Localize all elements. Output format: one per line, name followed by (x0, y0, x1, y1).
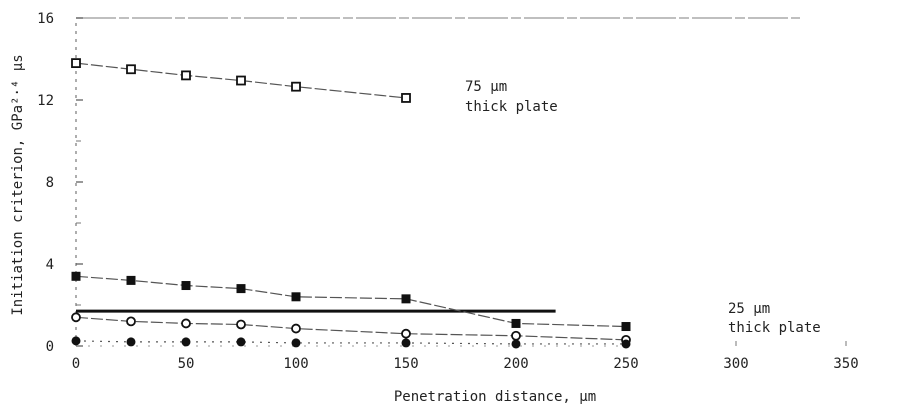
x-tick-label: 100 (283, 356, 308, 372)
annotation-25um-line1: 25 µm (728, 301, 770, 317)
data-point-open-circle (291, 323, 301, 334)
data-point-filled-circle (181, 337, 191, 347)
data-point-open-circle (126, 316, 136, 327)
data-point-filled-circle (401, 338, 411, 348)
x-axis-label: Penetration distance, µm (394, 389, 596, 405)
data-point-open-square (71, 58, 81, 68)
data-point-filled-square (71, 271, 81, 281)
data-point-open-circle (401, 328, 411, 339)
annotation-75um-line2: thick plate (465, 99, 558, 115)
y-tick-label: 4 (46, 257, 54, 273)
data-point-filled-circle (236, 337, 246, 347)
data-point-filled-circle (291, 338, 301, 348)
data-point-open-square (181, 70, 191, 81)
data-point-filled-square (236, 284, 246, 294)
data-point-open-square (401, 93, 411, 103)
x-tick-label: 200 (503, 356, 528, 372)
y-tick-label: 8 (46, 175, 54, 191)
series-layer (71, 58, 631, 349)
data-point-filled-square (181, 281, 191, 291)
data-point-filled-circle (511, 339, 521, 349)
data-point-filled-circle (126, 337, 136, 347)
data-point-open-circle (181, 318, 191, 329)
data-point-filled-square (401, 294, 411, 304)
data-point-open-circle (236, 319, 246, 330)
x-tick-label: 150 (393, 356, 418, 372)
series-filled-circle (71, 336, 631, 349)
data-point-filled-square (126, 275, 136, 285)
x-tick-label: 350 (833, 356, 858, 372)
series-line (75, 62, 407, 99)
data-point-open-circle (71, 312, 81, 323)
y-axis-label: Initiation criterion, GPa²·⁴ µs (10, 54, 26, 315)
y-tick-label: 16 (37, 11, 54, 27)
data-point-open-square (126, 64, 136, 75)
axes: 0 4 8 12 16 0 50 100 150 200 250 300 350 (37, 11, 859, 372)
data-point-filled-square (621, 322, 631, 332)
y-tick-label: 12 (37, 93, 54, 109)
series-line (75, 316, 627, 341)
x-tick-label: 300 (723, 356, 748, 372)
annotation-25um-line2: thick plate (728, 320, 821, 336)
data-point-open-square (236, 75, 246, 86)
data-point-filled-circle (621, 339, 631, 349)
series-open-circle (71, 312, 631, 345)
annotation-75um-line1: 75 µm (465, 79, 507, 95)
data-point-open-circle (511, 330, 521, 341)
series-filled-square (71, 271, 631, 332)
series-open-square (71, 58, 411, 103)
y-tick-label: 0 (46, 339, 54, 355)
data-point-filled-square (511, 318, 521, 328)
series-line (75, 275, 627, 328)
data-point-filled-square (291, 292, 301, 302)
x-tick-label: 250 (613, 356, 638, 372)
data-point-open-square (291, 81, 301, 92)
series-line (75, 340, 626, 345)
x-tick-label: 0 (72, 356, 80, 372)
data-point-filled-circle (71, 336, 81, 346)
x-tick-label: 50 (178, 356, 195, 372)
